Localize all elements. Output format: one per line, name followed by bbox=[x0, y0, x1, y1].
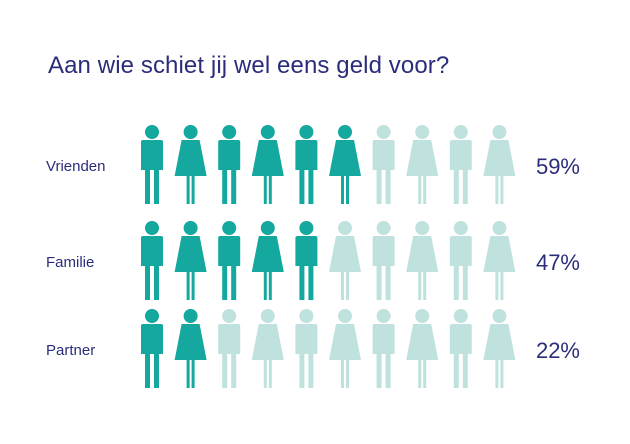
man-icon bbox=[218, 309, 241, 388]
man-icon bbox=[141, 221, 163, 300]
woman-icon bbox=[174, 125, 207, 204]
value-label: 59% bbox=[536, 154, 580, 179]
category-label: Partner bbox=[46, 342, 95, 359]
woman-icon bbox=[251, 221, 284, 300]
man-icon bbox=[449, 309, 472, 388]
chart-title: Aan wie schiet jij wel eens geld voor? bbox=[48, 52, 450, 79]
value-label: 22% bbox=[536, 338, 580, 363]
man-icon bbox=[141, 309, 163, 388]
man-icon bbox=[295, 125, 318, 204]
man-icon bbox=[372, 221, 395, 300]
man-icon bbox=[372, 309, 395, 388]
pictogram-row-partner: Partner 22% bbox=[46, 309, 580, 388]
woman-icon bbox=[483, 125, 516, 204]
value-label: 47% bbox=[536, 250, 580, 275]
category-label: Familie bbox=[46, 254, 94, 271]
woman-icon bbox=[329, 125, 361, 204]
woman-icon bbox=[329, 309, 361, 388]
woman-icon bbox=[174, 309, 207, 388]
woman-icon bbox=[406, 125, 439, 204]
category-label: Vrienden bbox=[46, 158, 106, 175]
woman-icon bbox=[251, 309, 284, 388]
woman-icon bbox=[483, 309, 516, 388]
woman-icon bbox=[406, 309, 439, 388]
man-icon bbox=[218, 221, 241, 300]
man-icon bbox=[218, 125, 241, 204]
pictogram-row-vrienden: Vrienden 59% bbox=[46, 125, 580, 204]
woman-icon bbox=[483, 221, 516, 300]
man-icon bbox=[372, 125, 395, 204]
woman-icon bbox=[406, 221, 439, 300]
man-icon bbox=[141, 125, 163, 204]
man-icon bbox=[295, 309, 318, 388]
man-icon bbox=[449, 221, 472, 300]
pictogram-row-familie: Familie 47% bbox=[46, 221, 580, 300]
man-icon bbox=[449, 125, 472, 204]
man-icon bbox=[295, 221, 318, 300]
woman-icon bbox=[174, 221, 207, 300]
woman-icon bbox=[329, 221, 361, 300]
woman-icon bbox=[251, 125, 284, 204]
